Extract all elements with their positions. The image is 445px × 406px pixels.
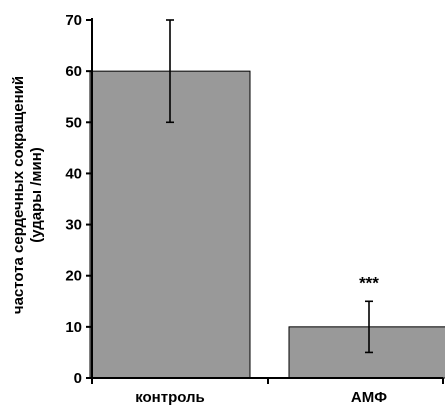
error-bars-layer [166,19,373,354]
x-tick-label-1: АМФ [351,389,387,406]
y-tick-label-5: 50 [65,114,82,131]
y-axis-title-line1: частота сердечных сокращений [10,76,27,314]
y-tick-label-2: 20 [65,268,82,285]
y-tick-label-0: 0 [74,370,82,387]
annotations-layer: *** [359,273,379,292]
y-tick-label-4: 40 [65,165,82,182]
y-tick-label-3: 30 [65,217,82,234]
y-tick-label-1: 10 [65,319,82,336]
y-axis-title: частота сердечных сокращений (удары /мин… [10,76,45,314]
axes-layer [86,18,444,384]
y-tick-label-6: 60 [65,63,82,80]
y-tick-label-7: 70 [65,12,82,29]
labels-layer: контроль АМФ 0 10 20 30 40 50 60 70 [65,12,387,406]
y-axis-title-line2: (удары /мин) [28,147,45,243]
bars-layer [89,70,445,379]
significance-label-1: *** [359,273,379,292]
x-tick-label-0: контроль [135,389,205,406]
